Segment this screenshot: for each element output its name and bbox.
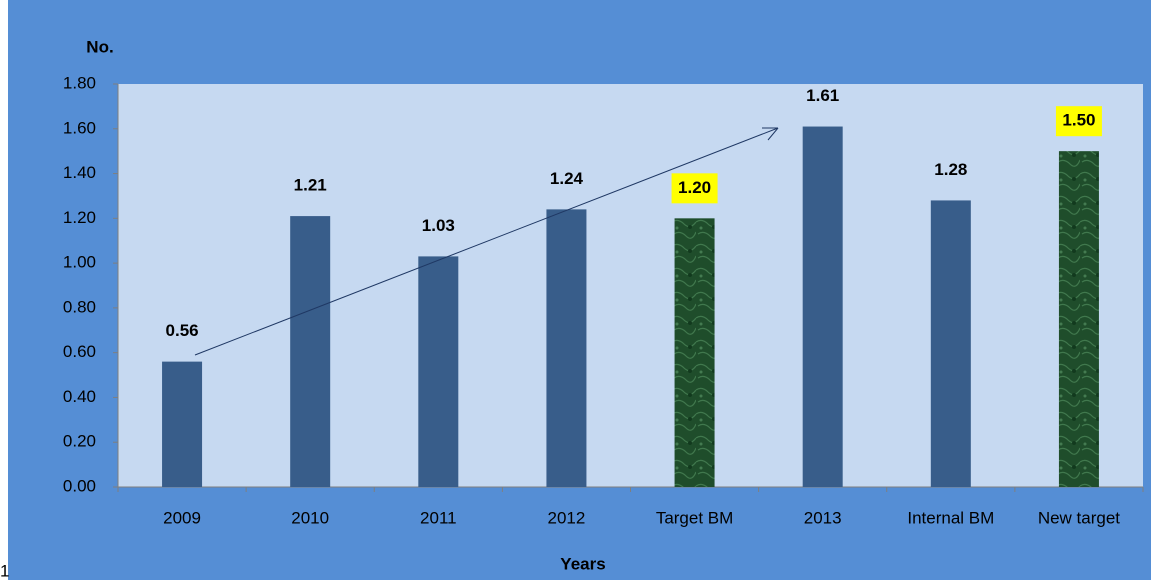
bar — [290, 216, 331, 487]
x-tick-label: 2012 — [548, 508, 586, 527]
y-axis-label: No. — [86, 37, 113, 56]
x-tick-label: 2011 — [420, 508, 457, 527]
value-label: 0.56 — [166, 321, 199, 340]
bar — [930, 200, 971, 487]
y-tick-label: 0.20 — [63, 432, 96, 451]
x-tick-label: 2009 — [163, 508, 201, 527]
label-highlight — [671, 173, 718, 204]
y-tick-label: 1.80 — [63, 73, 96, 92]
value-label: 1.21 — [294, 176, 327, 195]
value-label: 1.03 — [422, 216, 455, 235]
bar — [674, 218, 715, 488]
bar — [1058, 151, 1099, 487]
x-tick-label: 2013 — [804, 508, 842, 527]
label-highlight — [1055, 106, 1102, 137]
y-tick-label: 0.80 — [63, 297, 96, 316]
value-label: 1.20 — [678, 178, 711, 197]
footnote: 1 — [0, 561, 9, 580]
bar — [802, 126, 843, 488]
trend-arrowhead — [762, 127, 779, 141]
x-tick-label: Target BM — [656, 508, 733, 527]
y-tick-label: 0.60 — [63, 342, 96, 361]
value-label: 1.24 — [550, 169, 584, 188]
value-label: 1.28 — [934, 160, 967, 179]
x-tick-label: New target — [1038, 508, 1120, 527]
trend-arrow — [194, 127, 779, 356]
bar — [546, 209, 587, 487]
bar — [418, 256, 459, 487]
x-tick-label: Internal BM — [907, 508, 994, 527]
y-tick-label: 1.60 — [63, 118, 96, 137]
y-tick-label: 0.40 — [63, 387, 96, 406]
value-label: 1.50 — [1062, 111, 1095, 130]
plot-area — [118, 84, 1143, 487]
value-label: 1.61 — [806, 86, 839, 105]
x-axis-label: Years — [560, 554, 605, 573]
y-tick-label: 1.20 — [63, 208, 96, 227]
x-tick-label: 2010 — [291, 508, 329, 527]
y-tick-label: 0.00 — [63, 476, 96, 495]
y-tick-label: 1.00 — [63, 253, 96, 272]
y-tick-label: 1.40 — [63, 163, 96, 182]
bar — [162, 361, 203, 487]
